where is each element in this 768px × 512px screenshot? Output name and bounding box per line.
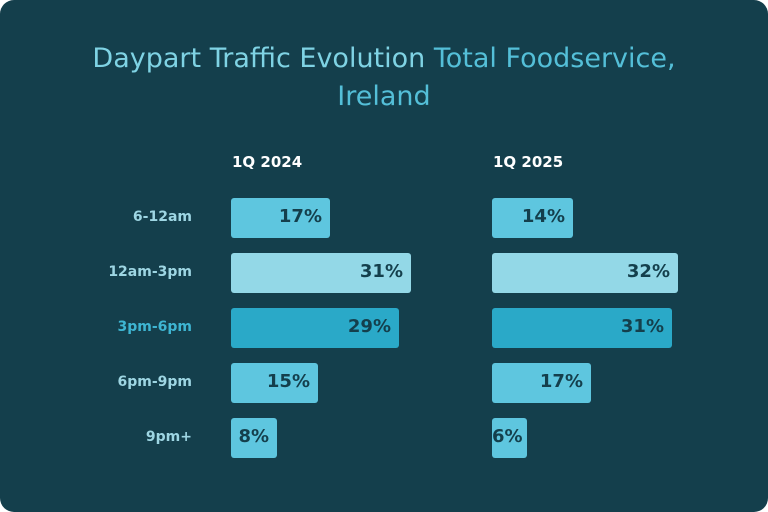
bar-6-12am-series-2 — [492, 198, 573, 238]
chart-title: Daypart Traffic Evolution Total Foodserv… — [0, 40, 768, 116]
bar-3pm-6pm-series-2 — [492, 308, 672, 348]
series-header-1q-2024: 1Q 2024 — [232, 153, 303, 171]
data-label-3pm-6pm-series-1: 29% — [347, 316, 391, 337]
bar-12am-3pm-series-2 — [492, 253, 678, 293]
data-label-9pm-series-1: 8% — [238, 426, 269, 447]
category-label-6-12am: 6-12am — [132, 209, 192, 225]
category-label-9pm: 9pm+ — [145, 429, 192, 445]
data-label-3pm-6pm-series-2: 31% — [620, 316, 664, 337]
data-label-12am-3pm-series-1: 31% — [359, 261, 403, 282]
data-label-6pm-9pm-series-1: 15% — [266, 371, 310, 392]
data-label-12am-3pm-series-2: 32% — [626, 261, 670, 282]
chart-title-line2: Ireland — [337, 81, 431, 112]
category-label-3pm-6pm: 3pm-6pm — [117, 319, 192, 335]
data-label-6-12am-series-2: 14% — [521, 206, 565, 227]
bar-12am-3pm-series-1 — [231, 253, 411, 293]
data-label-6-12am-series-1: 17% — [278, 206, 322, 227]
chart-title-main: Daypart Traffic Evolution — [92, 43, 426, 74]
data-label-9pm-series-2: 6% — [492, 426, 523, 447]
bar-6-12am-series-1 — [231, 198, 330, 238]
bar-6pm-9pm-series-2 — [492, 363, 591, 403]
category-label-12am-3pm: 12am-3pm — [108, 264, 192, 280]
bar-9pm-series-1 — [231, 418, 277, 458]
category-label-6pm-9pm: 6pm-9pm — [117, 374, 192, 390]
chart-title-accent: Total Foodservice, — [433, 43, 676, 74]
bar-3pm-6pm-series-1 — [231, 308, 399, 348]
series-header-1q-2025: 1Q 2025 — [493, 153, 564, 171]
bar-6pm-9pm-series-1 — [231, 363, 318, 403]
data-label-6pm-9pm-series-2: 17% — [539, 371, 583, 392]
bar-9pm-series-2 — [492, 418, 527, 458]
